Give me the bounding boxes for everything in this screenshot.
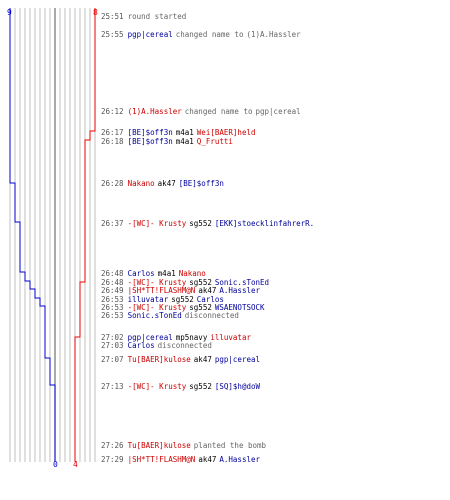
event-time: 25:51 [101, 12, 124, 21]
player-name: Carlos [196, 295, 224, 304]
log-row: 27:03 Carlos disconnected [101, 341, 212, 350]
red-start-count: 8 [93, 8, 98, 17]
log-row: 26:48 -[WC]- Krusty sg552 Sonic.sTonEd [101, 278, 269, 287]
weapon-name: m4a1 [157, 269, 176, 278]
player-name: Nakano [178, 269, 206, 278]
event-action-text: disconnected [184, 311, 239, 320]
event-time: 27:03 [101, 341, 124, 350]
player-name: WSAENOTSOCK [214, 303, 265, 312]
event-action-text: planted the bomb [193, 441, 267, 450]
event-time: 26:53 [101, 295, 124, 304]
player-name: Wei[BAER]held [196, 128, 256, 137]
log-row: 26:53 illuvatar sg552 Carlos [101, 295, 224, 304]
weapon-name: sg552 [189, 382, 212, 391]
event-time: 26:53 [101, 303, 124, 312]
weapon-name: m4a1 [175, 128, 194, 137]
player-name: -[WC]- Krusty [127, 382, 187, 391]
player-name: [SQ]$h@doW [214, 382, 261, 391]
player-name: -[WC]- Krusty [127, 303, 187, 312]
event-time: 26:53 [101, 311, 124, 320]
player-name: illuvatar [210, 333, 251, 342]
player-name: Carlos [127, 269, 155, 278]
event-action-text: changed name to [184, 107, 253, 116]
weapon-name: ak47 [198, 286, 217, 295]
log-row: 26:53 Sonic.sTonEd disconnected [101, 311, 239, 320]
weapon-name: sg552 [189, 219, 212, 228]
event-time: 26:28 [101, 179, 124, 188]
event-action-text: disconnected [157, 341, 212, 350]
player-name: pgp|cereal [127, 30, 173, 39]
player-name: Tu[BAER]kulose [127, 355, 191, 364]
blue-team-alive-line [9, 8, 56, 462]
player-name: -[WC]- Krusty [127, 219, 187, 228]
player-name: pgp|cereal [127, 333, 173, 342]
player-name: -[WC]- Krusty [127, 278, 187, 287]
player-name: |SH*TT!FLASHM@N [127, 286, 196, 295]
event-time: 25:55 [101, 30, 124, 39]
event-time: 26:48 [101, 278, 124, 287]
log-row: 25:55 pgp|cereal changed name to (1)A.Hassl… [101, 30, 301, 39]
event-time: 27:07 [101, 355, 124, 364]
event-time: 26:37 [101, 219, 124, 228]
log-row: 25:51 round started [101, 12, 186, 21]
player-name: |SH*TT!FLASHM@N [127, 455, 196, 464]
log-row: 27:07 Tu[BAER]kulose ak47 pgp|cereal [101, 355, 260, 364]
player-name: [EKK]stoecklinfahrerR. [214, 219, 315, 228]
player-name: Carlos [127, 341, 155, 350]
weapon-name: m4a1 [175, 137, 194, 146]
blue-end-count: 0 [53, 460, 58, 469]
event-action-text: (1)A.Hassler [246, 30, 301, 39]
event-time: 27:02 [101, 333, 124, 342]
log-row: 26:53 -[WC]- Krusty sg552 WSAENOTSOCK [101, 303, 265, 312]
weapon-name: sg552 [189, 278, 212, 287]
log-row: 27:29 |SH*TT!FLASHM@N ak47 A.Hassler [101, 455, 260, 464]
log-row: 26:18 [BE]$off3n m4a1 Q_Frutti [101, 137, 233, 146]
weapon-name: ak47 [198, 455, 217, 464]
log-row: 26:12 (1)A.Hassler changed name to pgp|cere… [101, 107, 301, 116]
player-name: Sonic.sTonEd [214, 278, 270, 287]
player-name: (1)A.Hassler [127, 107, 182, 116]
event-time: 27:13 [101, 382, 124, 391]
log-row: 26:37 -[WC]- Krusty sg552 [EKK]stoecklinfah… [101, 219, 314, 228]
player-name: Q_Frutti [196, 137, 233, 146]
log-row: 27:26 Tu[BAER]kulose planted the bomb [101, 441, 266, 450]
event-time: 27:29 [101, 455, 124, 464]
event-time: 26:17 [101, 128, 124, 137]
event-time: 26:48 [101, 269, 124, 278]
player-name: Nakano [127, 179, 155, 188]
player-name: A.Hassler [219, 286, 261, 295]
event-time: 26:49 [101, 286, 124, 295]
player-name: [BE]$off3n [178, 179, 224, 188]
weapon-name: mp5navy [175, 333, 208, 342]
log-row: 27:02 pgp|cereal mp5navy illuvatar [101, 333, 251, 342]
weapon-name: sg552 [189, 303, 212, 312]
event-time: 27:26 [101, 441, 124, 450]
player-name: [BE]$off3n [127, 128, 173, 137]
weapon-name: sg552 [171, 295, 194, 304]
event-action-text: round started [127, 12, 187, 21]
player-name: [BE]$off3n [127, 137, 173, 146]
team-score-timeline [9, 8, 96, 462]
red-end-count: 4 [73, 460, 78, 469]
red-team-alive-line [74, 8, 96, 462]
weapon-name: ak47 [193, 355, 212, 364]
event-time: 26:18 [101, 137, 124, 146]
player-name: A.Hassler [219, 455, 261, 464]
log-row: 26:28 Nakano ak47 [BE]$off3n [101, 179, 224, 188]
log-row: 26:49 |SH*TT!FLASHM@N ak47 A.Hassler [101, 286, 260, 295]
player-name: Tu[BAER]kulose [127, 441, 191, 450]
player-name: illuvatar [127, 295, 169, 304]
log-row: 26:48 Carlos m4a1 Nakano [101, 269, 206, 278]
weapon-name: ak47 [157, 179, 176, 188]
event-time: 26:12 [101, 107, 124, 116]
event-action-text: changed name to [175, 30, 244, 39]
event-action-text: pgp|cereal [255, 107, 301, 116]
player-name: pgp|cereal [214, 355, 261, 364]
log-row: 26:17 [BE]$off3n m4a1 Wei[BAER]held [101, 128, 256, 137]
player-name: Sonic.sTonEd [127, 311, 182, 320]
blue-start-count: 9 [7, 8, 12, 17]
log-row: 27:13 -[WC]- Krusty sg552 [SQ]$h@doW [101, 382, 260, 391]
